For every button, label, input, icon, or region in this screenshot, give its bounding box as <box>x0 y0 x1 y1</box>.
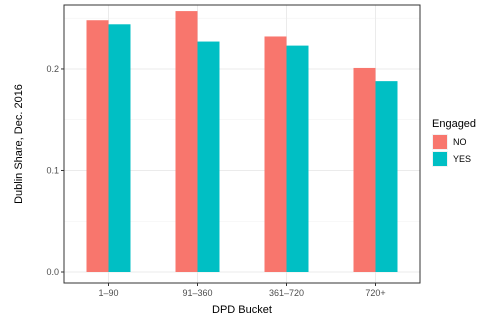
x-tick-label: 91–360 <box>182 288 212 298</box>
x-tick-label: 361–720 <box>269 288 304 298</box>
bar-no-2 <box>175 11 198 273</box>
y-axis-title: Dublin Share, Dec. 2016 <box>13 84 25 204</box>
bar-no-1 <box>86 20 109 273</box>
bar-yes-4 <box>375 81 398 272</box>
x-axis-title: DPD Bucket <box>212 304 272 316</box>
legend-label-no: NO <box>453 137 467 147</box>
x-tick-label: 1–90 <box>98 288 118 298</box>
bar-yes-3 <box>286 45 309 272</box>
x-axis: 1–90 91–360 361–720 720+ <box>98 283 386 298</box>
x-tick-label: 720+ <box>365 288 385 298</box>
legend-title: Engaged <box>432 118 476 130</box>
panel-border <box>63 4 421 284</box>
y-axis: 0.0 0.1 0.2 <box>46 64 64 277</box>
y-tick-label: 0.0 <box>46 267 59 277</box>
legend-swatch-no <box>433 135 447 149</box>
y-tick-label: 0.1 <box>46 165 59 175</box>
bar-no-4 <box>353 67 376 272</box>
bar-yes-2 <box>197 41 220 272</box>
bar-no-3 <box>264 36 287 272</box>
legend: Engaged NO YES <box>432 118 476 167</box>
legend-label-yes: YES <box>453 154 471 164</box>
bar-yes-1 <box>108 24 131 273</box>
y-tick-label: 0.2 <box>46 64 59 74</box>
legend-swatch-yes <box>433 152 447 166</box>
bars <box>86 11 398 273</box>
